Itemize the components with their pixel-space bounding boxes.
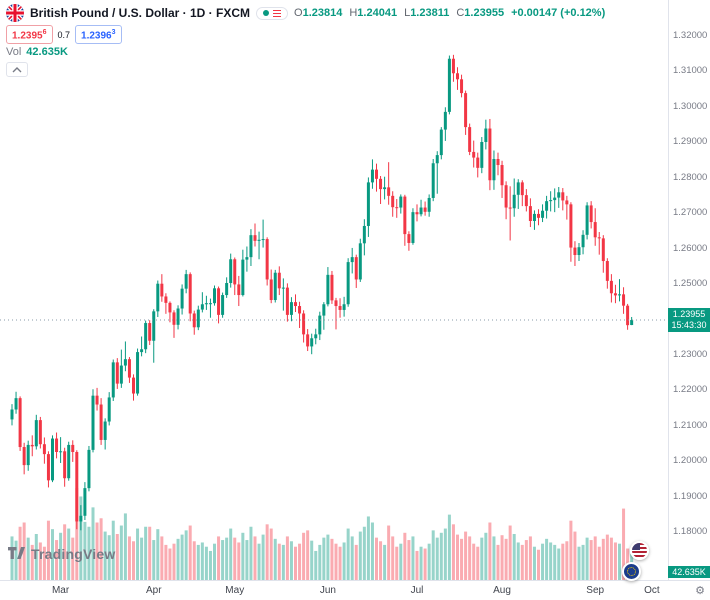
symbol-title[interactable]: British Pound / U.S. Dollar · 1D · FXCM xyxy=(30,6,251,20)
candles-layer xyxy=(10,54,634,531)
volume-value: 42.635K xyxy=(26,46,68,58)
settings-gear-icon[interactable] xyxy=(695,584,705,598)
high-value: 1.24041 xyxy=(357,7,398,19)
close-value: 1.23955 xyxy=(464,7,505,19)
price-tick-label: 1.32000 xyxy=(673,30,708,41)
time-tick-label: Jul xyxy=(410,585,424,596)
tradingview-logo-icon xyxy=(8,546,25,559)
time-tick-label: Sep xyxy=(586,585,605,596)
last-price-value: 1.23955 xyxy=(672,309,706,320)
sell-button[interactable]: 1.23956 xyxy=(6,25,53,45)
tradingview-wordmark: TradingView xyxy=(31,546,116,562)
time-tick-label: Oct xyxy=(644,585,660,596)
trade-widget: 1.23956 0.7 1.23963 xyxy=(6,25,122,45)
price-tick-label: 1.29000 xyxy=(673,136,708,148)
spread-value: 0.7 xyxy=(57,29,71,40)
price-tick-label: 1.23000 xyxy=(673,348,708,360)
time-tick-label: Jun xyxy=(319,585,336,596)
price-tick-label: 1.30000 xyxy=(673,100,708,112)
price-tick-label: 1.26000 xyxy=(673,242,708,254)
price-scale[interactable]: 1.32000 1.31000 1.30000 1.29000 1.28000 1.270… xyxy=(668,0,710,580)
price-tick-label: 1.25000 xyxy=(673,278,708,289)
price-tick-label: 1.22000 xyxy=(673,384,708,396)
time-tick-label: May xyxy=(225,585,245,596)
volume-legend: Vol 42.635K xyxy=(6,46,68,58)
bar-countdown: 15:43:30 xyxy=(671,320,707,331)
menu-bars-icon xyxy=(273,9,282,17)
us-economic-event-icon[interactable] xyxy=(630,541,649,560)
buy-button[interactable]: 1.23963 xyxy=(75,25,122,45)
price-tick-label: 1.19000 xyxy=(673,490,708,502)
eu-economic-event-icon[interactable] xyxy=(622,562,641,581)
price-tick-label: 1.18000 xyxy=(673,526,708,537)
price-tick-label: 1.31000 xyxy=(673,65,708,77)
gbp-flag-icon xyxy=(6,4,24,22)
time-tick-label: Mar xyxy=(51,585,70,596)
volume-axis-label: 42.635K xyxy=(668,566,710,578)
price-tick-label: 1.21000 xyxy=(673,419,708,431)
live-dot-icon xyxy=(263,10,270,16)
last-price-label: 1.23955 15:43:30 xyxy=(668,308,710,333)
open-value: 1.23814 xyxy=(302,7,343,19)
time-scale[interactable]: Mar Apr May Jun Jul Aug Sep Oct xyxy=(0,580,710,600)
time-tick-label: Apr xyxy=(145,585,162,596)
chevron-up-icon xyxy=(12,66,22,72)
price-tick-label: 1.20000 xyxy=(673,455,708,467)
volume-bars xyxy=(10,488,634,580)
time-tick-label: Aug xyxy=(493,585,511,596)
low-value: 1.23811 xyxy=(410,7,450,19)
change-value: +0.00147 (+0.12%) xyxy=(511,7,606,19)
legend-source-pill[interactable] xyxy=(256,6,289,20)
chart-legend: British Pound / U.S. Dollar · 1D · FXCM … xyxy=(6,4,605,22)
collapse-legend-button[interactable] xyxy=(6,62,28,77)
price-tick-label: 1.28000 xyxy=(673,171,708,183)
ohlc-readout: O1.23814 H1.24041 L1.23811 C1.23955 +0.0… xyxy=(294,7,606,19)
price-tick-label: 1.27000 xyxy=(673,207,708,219)
tradingview-logo[interactable]: TradingView xyxy=(8,546,115,562)
